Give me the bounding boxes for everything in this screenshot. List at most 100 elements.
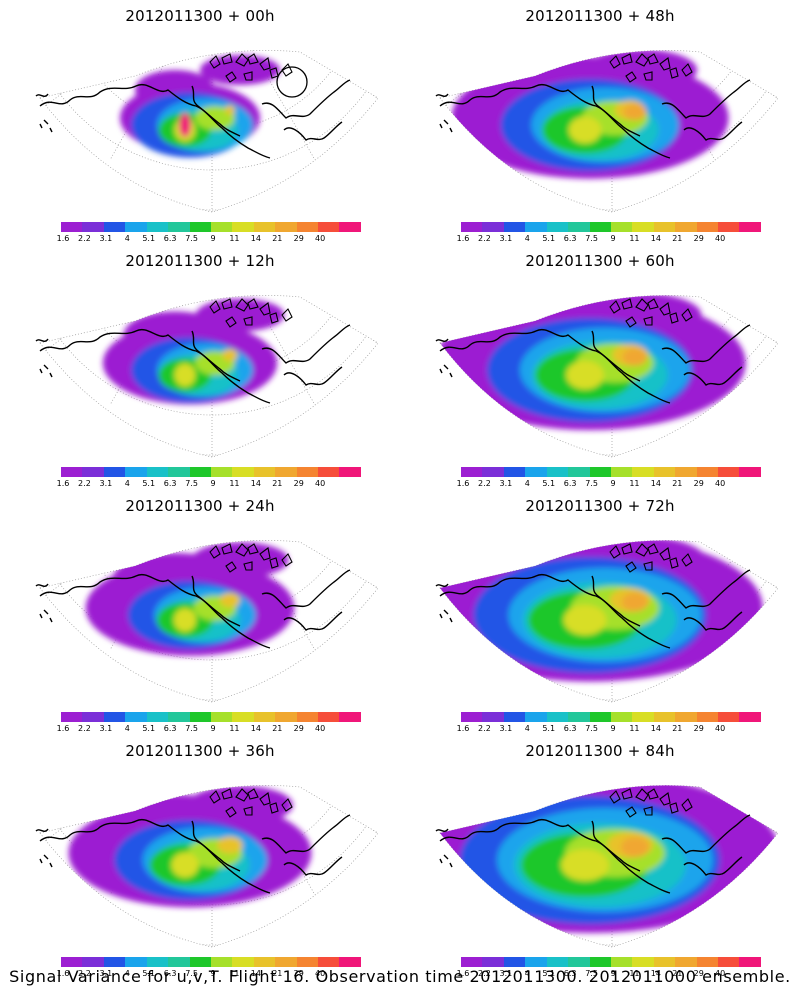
- colorbar-swatch: [125, 957, 147, 967]
- variance-map: [35, 295, 379, 458]
- colorbar-swatch: [210, 957, 233, 967]
- colorbar-swatch: [210, 222, 233, 232]
- colorbar-swatch: [461, 222, 483, 232]
- colorbar-swatch: [610, 957, 633, 967]
- colorbar-swatch: [568, 957, 590, 967]
- colorbar-tick-label: 6.3: [563, 969, 577, 978]
- colorbar-tick-label: 29: [293, 234, 304, 243]
- colorbar-swatch: [146, 222, 169, 232]
- colorbar-ticks: 1.6 2.2 3.1 4 5.1 6.3 7.5 9 11 14 21 29 40: [457, 969, 761, 979]
- colorbar-swatch: [482, 957, 504, 967]
- colorbar-swatch: [296, 467, 319, 477]
- colorbar: [461, 222, 761, 232]
- colorbar-tick-label: 6.3: [563, 479, 577, 488]
- colorbar-swatch: [589, 712, 611, 722]
- colorbar-tick-label: 9: [610, 234, 616, 243]
- variance-field: [120, 55, 280, 158]
- colorbar-tick-label: 4: [524, 234, 530, 243]
- colorbar-tick-label: 9: [610, 479, 616, 488]
- colorbar-swatch: [525, 712, 547, 722]
- variance-map: [435, 295, 779, 458]
- variance-contour: [200, 55, 280, 85]
- colorbar-tick-label: 9: [610, 724, 616, 733]
- colorbar-swatch: [275, 712, 297, 722]
- colorbar-ticks: 1.6 2.2 3.1 4 5.1 6.3 7.5 9 11 14 21 29 40: [457, 724, 761, 734]
- coastlines: [35, 788, 351, 894]
- colorbar: [461, 712, 761, 722]
- colorbar-tick-label: 14: [250, 234, 261, 243]
- colorbar-tick-label: 14: [650, 724, 661, 733]
- variance-contour: [225, 105, 235, 115]
- colorbar-tick-label: 3.1: [499, 479, 513, 488]
- colorbar-swatch: [739, 467, 761, 477]
- colorbar-swatch: [461, 957, 483, 967]
- coastlines: [435, 53, 751, 159]
- colorbar-tick-label: 2.2: [478, 234, 491, 243]
- forecast-panel-12h: 2012011300 + 12h 1.6 2.2 3.1 4 5.1 6.3 7.5 9 11 14…: [0, 245, 400, 490]
- colorbar-tick-label: 29: [693, 724, 704, 733]
- panel-title: 2012011300 + 36h: [125, 742, 275, 760]
- colorbar-swatch: [253, 467, 276, 477]
- colorbar-swatch: [103, 467, 126, 477]
- forecast-panel-36h: 2012011300 + 36h 1.6 2.2 3.1 4 5.1 6.3 7.5 9 11 14…: [0, 735, 400, 980]
- colorbar-tick-label: 14: [250, 969, 261, 978]
- colorbar-tick-label: 7.5: [185, 234, 198, 243]
- colorbar-swatch: [253, 957, 276, 967]
- colorbar-swatch: [82, 467, 104, 477]
- colorbar-swatch: [718, 222, 740, 232]
- colorbar-swatch: [61, 957, 83, 967]
- colorbar-tick-label: 5.1: [542, 969, 556, 978]
- colorbar-tick-label: 4: [124, 479, 130, 488]
- colorbar-ticks: 1.6 2.2 3.1 4 5.1 6.3 7.5 9 11 14 21 29 40: [57, 969, 361, 979]
- colorbar-swatch: [189, 467, 211, 477]
- colorbar-tick-label: 14: [650, 969, 661, 978]
- colorbar-tick-label: 29: [693, 479, 704, 488]
- colorbar-swatch: [61, 712, 83, 722]
- forecast-panel-72h: 2012011300 + 72h 1.6 2.2 3.1 4 5.1 6.3 7.5 9 11 14…: [400, 490, 800, 735]
- colorbar-swatch: [232, 957, 254, 967]
- colorbar-swatch: [103, 957, 126, 967]
- colorbar-swatch: [525, 957, 547, 967]
- colorbar-swatch: [632, 957, 654, 967]
- coastlines: [435, 788, 751, 894]
- variance-contour: [623, 103, 647, 121]
- variance-contour: [621, 837, 649, 857]
- colorbar-swatch: [168, 712, 190, 722]
- colorbar-swatch: [653, 222, 676, 232]
- variance-contour: [568, 116, 602, 144]
- colorbar-swatch: [318, 467, 340, 477]
- colorbar-swatch: [739, 712, 761, 722]
- panel-title: 2012011300 + 84h: [525, 742, 675, 760]
- variance-map: [35, 540, 379, 703]
- colorbar-swatch: [146, 467, 169, 477]
- colorbar-swatch: [610, 467, 633, 477]
- colorbar-tick-label: 6.3: [563, 724, 577, 733]
- colorbar-swatch: [675, 712, 697, 722]
- colorbar-swatch: [82, 957, 104, 967]
- colorbar-tick-label: 9: [610, 969, 616, 978]
- forecast-panel-84h: 2012011300 + 84h 1.6 2.2 3.1 4 5.1 6.3 7.5 9 11 14…: [400, 735, 800, 980]
- variance-map: [435, 785, 779, 948]
- colorbar-swatch: [525, 222, 547, 232]
- graticule: [39, 540, 379, 703]
- colorbar-tick-label: 40: [315, 724, 326, 733]
- colorbar-tick-label: 7.5: [185, 969, 198, 978]
- colorbar-swatch: [189, 712, 211, 722]
- colorbar-swatch: [718, 957, 740, 967]
- variance-map: [435, 540, 779, 703]
- colorbar-tick-label: 2.2: [478, 479, 491, 488]
- panel-title: 2012011300 + 24h: [125, 497, 275, 515]
- colorbar-swatch: [675, 222, 697, 232]
- colorbar-swatch: [232, 222, 254, 232]
- colorbar-swatch: [696, 467, 719, 477]
- colorbar-tick-label: 3.1: [99, 234, 113, 243]
- colorbar-swatch: [339, 712, 361, 722]
- colorbar: [61, 222, 361, 232]
- colorbar-tick-label: 11: [229, 479, 240, 488]
- colorbar-tick-label: 40: [715, 724, 726, 733]
- variance-contour: [563, 604, 607, 636]
- variance-contour: [621, 592, 649, 612]
- colorbar-tick-label: 9: [210, 969, 216, 978]
- colorbar-swatch: [210, 467, 233, 477]
- colorbar-tick-label: 1.6: [56, 234, 70, 243]
